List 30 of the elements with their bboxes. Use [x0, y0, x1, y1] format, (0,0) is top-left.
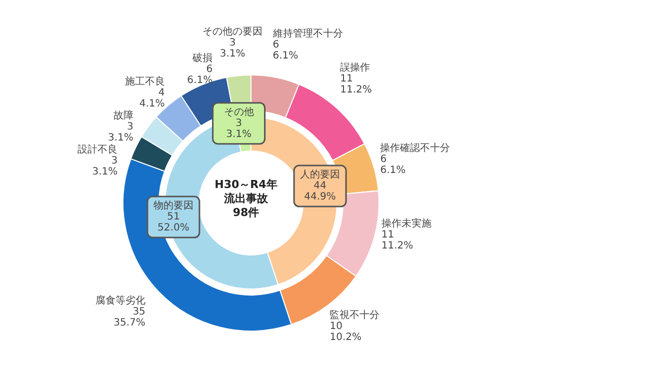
slice-label: 誤操作 — [340, 61, 370, 74]
slice-label: 操作未実施 — [381, 218, 432, 230]
slice-label: 人的要因 — [300, 170, 340, 181]
data-label: 44 44.9% — [304, 180, 336, 203]
slice-label: 物的要因 — [153, 200, 194, 212]
slice-label: 監視不十分 — [330, 309, 380, 322]
slice-label: 施工不良 — [124, 75, 165, 88]
data-label: 35 35.7% — [114, 306, 146, 328]
text: 98件 — [232, 206, 260, 219]
data-label: 6 6.1% — [272, 40, 298, 62]
data-label: 6 6.1% — [380, 154, 406, 176]
slice-label: その他の要因 — [202, 26, 263, 38]
data-label: 11 11.2% — [381, 230, 414, 252]
data-label: 51 52.0% — [158, 212, 190, 234]
data-label: 4 4.1% — [139, 87, 165, 110]
slice-label: その他 — [224, 106, 254, 118]
slice-label: 腐食等劣化 — [95, 294, 146, 306]
slice-label: 維持管理不十分 — [272, 28, 343, 40]
slice-label: 破損 — [192, 52, 213, 64]
data-label: 11 11.2% — [340, 73, 372, 96]
data-label: 3 3.1% — [92, 155, 118, 178]
data-label: 6 6.1% — [187, 64, 213, 86]
text: 流出事故 — [223, 192, 269, 205]
slice-label: 設計不良 — [78, 143, 118, 156]
slice-label: 操作確認不十分 — [380, 142, 450, 154]
text: H30～R4年 — [214, 178, 278, 191]
slice-label: 故障 — [113, 109, 134, 122]
data-label: 3 3.1% — [220, 38, 246, 60]
data-label: 3 3.1% — [108, 121, 134, 144]
data-label: 10 10.2% — [330, 321, 362, 344]
